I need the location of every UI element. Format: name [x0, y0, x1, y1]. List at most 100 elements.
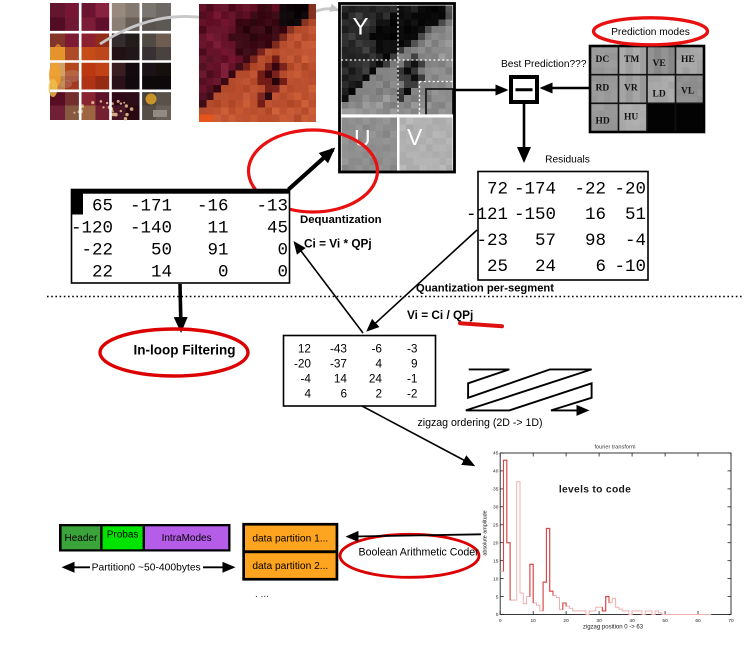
svg-text:Probas: Probas — [107, 530, 139, 541]
svg-text:U: U — [354, 125, 371, 151]
svg-text:25: 25 — [487, 257, 508, 277]
svg-text:-1: -1 — [407, 372, 418, 386]
svg-text:Quantization per-segment: Quantization per-segment — [416, 283, 554, 295]
svg-text:LD: LD — [653, 90, 666, 100]
svg-text:-23: -23 — [476, 231, 508, 251]
svg-text:-121: -121 — [466, 205, 508, 225]
svg-text:Y: Y — [353, 14, 369, 41]
svg-text:-174: -174 — [514, 179, 556, 199]
svg-text:Partition0 ~50-400bytes: Partition0 ~50-400bytes — [92, 562, 201, 573]
svg-text:2: 2 — [375, 387, 382, 401]
svg-text:6: 6 — [595, 257, 606, 277]
svg-text:0: 0 — [499, 618, 502, 624]
svg-text:Vi = Ci / QPj: Vi = Ci / QPj — [407, 308, 473, 322]
svg-text:V: V — [407, 124, 423, 150]
svg-text:0: 0 — [218, 262, 229, 282]
svg-text:0: 0 — [277, 262, 288, 282]
svg-text:45: 45 — [267, 218, 288, 238]
svg-text:-6: -6 — [372, 342, 383, 356]
svg-text:57: 57 — [535, 231, 556, 251]
svg-text:16: 16 — [585, 205, 606, 225]
svg-text:fourier transform: fourier transform — [594, 445, 635, 451]
svg-text:VL: VL — [681, 87, 694, 97]
svg-text:RD: RD — [596, 84, 610, 94]
svg-text:65: 65 — [92, 196, 113, 216]
svg-text:Prediction modes: Prediction modes — [611, 27, 690, 38]
svg-text:24: 24 — [369, 372, 383, 386]
svg-text:IntraModes: IntraModes — [162, 533, 212, 544]
svg-text:50: 50 — [151, 240, 172, 260]
svg-text:30: 30 — [493, 505, 499, 511]
svg-text:VE: VE — [653, 59, 666, 69]
svg-text:5: 5 — [496, 594, 499, 600]
svg-text:-4: -4 — [625, 231, 646, 251]
svg-text:24: 24 — [535, 257, 556, 277]
svg-text:Ci = Vi * QPj: Ci = Vi * QPj — [304, 237, 372, 251]
svg-text:-3: -3 — [407, 342, 418, 356]
svg-text:-150: -150 — [514, 205, 556, 225]
svg-text:0: 0 — [496, 612, 499, 618]
svg-text:14: 14 — [151, 262, 172, 282]
svg-text:91: 91 — [207, 240, 228, 260]
svg-text:10: 10 — [493, 576, 499, 582]
svg-text:-22: -22 — [81, 240, 113, 260]
svg-text:-10: -10 — [614, 257, 646, 277]
svg-text:-171: -171 — [130, 196, 172, 216]
svg-text:Header: Header — [64, 533, 97, 544]
svg-text:data partition 2...: data partition 2... — [252, 561, 328, 572]
svg-text:51: 51 — [625, 205, 646, 225]
svg-text:Dequantization: Dequantization — [300, 214, 382, 226]
svg-text:-22: -22 — [574, 179, 606, 199]
svg-text:HE: HE — [681, 55, 695, 65]
svg-text:35: 35 — [493, 487, 499, 493]
svg-text:levels to code: levels to code — [559, 484, 631, 495]
svg-text:zigzag position 0 -> 63: zigzag position 0 -> 63 — [583, 625, 644, 631]
svg-text:Boolean Arithmetic Coder: Boolean Arithmetic Coder — [359, 547, 480, 559]
svg-text:10: 10 — [531, 618, 537, 624]
svg-text:Best Prediction???: Best Prediction??? — [501, 59, 587, 70]
svg-text:40: 40 — [493, 469, 499, 475]
svg-text:12: 12 — [298, 342, 311, 356]
svg-text:-13: -13 — [256, 196, 288, 216]
svg-text:4: 4 — [375, 357, 382, 371]
svg-text:-20: -20 — [614, 179, 646, 199]
svg-text:-120: -120 — [71, 218, 113, 238]
svg-text:11: 11 — [207, 218, 228, 238]
svg-text:absolute amplitude: absolute amplitude — [483, 510, 489, 555]
svg-text:0: 0 — [277, 240, 288, 260]
svg-text:98: 98 — [585, 231, 606, 251]
svg-text:-4: -4 — [301, 372, 312, 386]
svg-text:VR: VR — [624, 84, 638, 94]
svg-text:14: 14 — [334, 372, 348, 386]
svg-text:. ...: . ... — [255, 589, 269, 600]
svg-text:72: 72 — [487, 179, 508, 199]
svg-text:50: 50 — [662, 618, 668, 624]
svg-text:40: 40 — [629, 618, 635, 624]
svg-text:-37: -37 — [330, 357, 347, 371]
svg-text:22: 22 — [92, 262, 113, 282]
svg-text:data partition 1...: data partition 1... — [252, 534, 328, 545]
svg-text:DC: DC — [596, 55, 610, 65]
svg-text:In-loop Filtering: In-loop Filtering — [134, 343, 236, 358]
svg-text:TM: TM — [624, 55, 639, 65]
svg-text:20: 20 — [493, 540, 499, 546]
svg-text:Residuals: Residuals — [545, 155, 590, 166]
svg-text:zigzag ordering (2D -> 1D): zigzag ordering (2D -> 1D) — [417, 417, 542, 429]
svg-text:20: 20 — [563, 618, 569, 624]
svg-text:-20: -20 — [294, 357, 311, 371]
svg-text:-43: -43 — [330, 342, 347, 356]
svg-text:6: 6 — [340, 387, 347, 401]
svg-text:-16: -16 — [197, 196, 229, 216]
svg-text:30: 30 — [596, 618, 602, 624]
svg-text:4: 4 — [304, 387, 311, 401]
svg-text:9: 9 — [411, 357, 418, 371]
svg-text:70: 70 — [728, 618, 734, 624]
svg-text:15: 15 — [493, 558, 499, 564]
svg-text:45: 45 — [493, 451, 499, 457]
svg-text:25: 25 — [493, 523, 499, 529]
svg-text:-2: -2 — [407, 387, 418, 401]
svg-text:HD: HD — [596, 116, 610, 126]
svg-text:HU: HU — [624, 112, 638, 122]
svg-text:-140: -140 — [130, 218, 172, 238]
svg-text:60: 60 — [695, 618, 701, 624]
